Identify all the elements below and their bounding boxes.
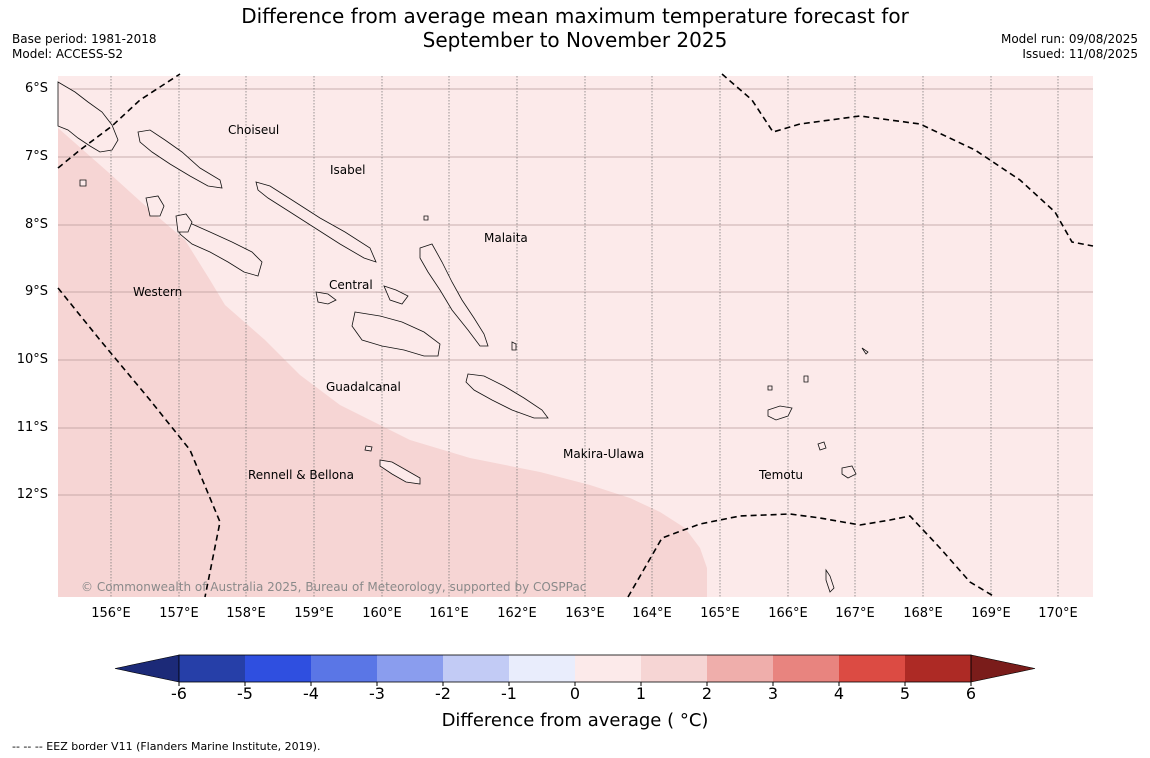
lat-label: 9°S (24, 284, 48, 299)
lat-label: 7°S (24, 149, 48, 164)
colorbar-tick-label: -3 (369, 684, 385, 703)
eez-border-se (627, 513, 996, 598)
map-title-line2: September to November 2025 (422, 28, 728, 52)
lon-label: 162°E (497, 606, 537, 621)
new-georgia-island (177, 217, 263, 277)
colorbar-tick-label: -2 (435, 684, 451, 703)
eez-border-nw (57, 73, 181, 169)
lon-label: 160°E (362, 606, 402, 621)
lon-label: 156°E (91, 606, 131, 621)
eez-borders (57, 73, 1094, 598)
region-label-isabel: Isabel (330, 163, 366, 177)
colorbar-tick-label: -1 (501, 684, 517, 703)
lon-label: 166°E (768, 606, 808, 621)
florida-islands (315, 291, 337, 305)
colorbar-tick-label: 1 (635, 684, 647, 703)
bougainville-island (57, 81, 119, 153)
lon-label: 165°E (700, 606, 740, 621)
guadalcanal-island (351, 311, 441, 357)
santa-cruz-island (767, 405, 793, 421)
bellona-island (364, 445, 373, 452)
colorbar-tick-label: 4 (833, 684, 845, 703)
utupua-island (817, 441, 827, 451)
ulawa-island (511, 341, 517, 351)
warm-anomaly-region (58, 128, 707, 597)
latitude-gridlines (58, 88, 1093, 496)
rennell-island (379, 459, 421, 485)
malaita-island (419, 243, 489, 347)
lon-label: 159°E (294, 606, 334, 621)
lon-label: 170°E (1038, 606, 1078, 621)
meta-right: Model run: 09/08/2025 Issued: 11/08/2025 (1001, 32, 1138, 62)
colorbar-tick-label: -4 (303, 684, 319, 703)
meta-left: Base period: 1981-2018 Model: ACCESS-S2 (12, 32, 157, 62)
model-run: Model run: 09/08/2025 (1000, 32, 1138, 46)
region-label-rennell-bellona: Rennell & Bellona (248, 468, 355, 482)
region-label-guadalcanal: Guadalcanal (326, 380, 401, 394)
small-island-3 (767, 385, 773, 391)
lon-label: 167°E (835, 606, 875, 621)
lon-label: 169°E (971, 606, 1011, 621)
map-title-line1: Difference from average mean maximum tem… (241, 4, 909, 28)
small-island-1 (79, 179, 87, 187)
russell-islands (383, 285, 409, 305)
reef-islands (803, 375, 809, 383)
makira-island (465, 373, 549, 419)
lat-label: 8°S (24, 217, 48, 232)
lon-label: 163°E (565, 606, 605, 621)
vanikoro-island (841, 465, 857, 479)
lon-label: 161°E (429, 606, 469, 621)
region-label-makira-ulawa: Makira-Ulawa (563, 447, 645, 461)
lat-label: 12°S (16, 487, 48, 502)
colorbar-tick-label: 6 (965, 684, 977, 703)
region-label-malaita: Malaita (484, 231, 528, 245)
region-label-western: Western (133, 285, 183, 299)
copyright-notice: © Commonwealth of Australia 2025, Bureau… (81, 580, 587, 594)
kolombangara-island (175, 213, 193, 233)
lon-label: 168°E (903, 606, 943, 621)
lat-label: 6°S (24, 81, 48, 96)
region-label-temotu: Temotu (759, 468, 804, 482)
colorbar-title: Difference from average ( °C) (441, 710, 709, 731)
colorbar-tick-label: 3 (767, 684, 779, 703)
anuta-island (825, 568, 835, 593)
region-label-choiseul: Choiseul (228, 123, 280, 137)
eez-legend-note: -- -- -- EEZ border V11 (Flanders Marine… (12, 740, 321, 753)
duff-islands (861, 347, 869, 355)
map-title: Difference from average mean maximum tem… (200, 4, 950, 52)
base-period: Base period: 1981-2018 (12, 32, 157, 46)
small-island-2 (423, 215, 429, 221)
isabel-island (255, 181, 377, 263)
lon-label: 164°E (632, 606, 672, 621)
colorbar-tick-label: -5 (237, 684, 253, 703)
island-outlines (57, 81, 869, 593)
vella-lavella-island (145, 195, 165, 217)
colorbar-tick-label: 2 (701, 684, 713, 703)
issued-date: Issued: 11/08/2025 (1022, 47, 1138, 61)
choiseul-island (137, 129, 223, 189)
colorbar-tick-label: 5 (899, 684, 911, 703)
model-name: Model: ACCESS-S2 (12, 47, 124, 61)
eez-border-sw (57, 287, 221, 598)
region-label-central: Central (329, 278, 373, 292)
eez-border-ne (721, 73, 1094, 247)
lon-label: 157°E (159, 606, 199, 621)
colorbar-tick-label: 0 (569, 684, 581, 703)
colorbar-tick-label: -6 (171, 684, 187, 703)
lat-label: 11°S (16, 420, 48, 435)
lon-label: 158°E (226, 606, 266, 621)
lat-label: 10°S (16, 352, 48, 367)
